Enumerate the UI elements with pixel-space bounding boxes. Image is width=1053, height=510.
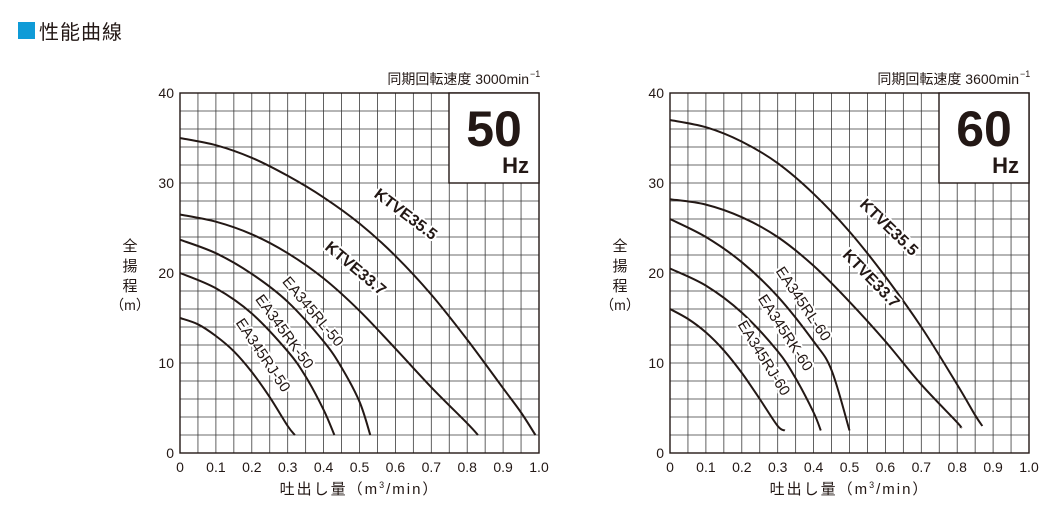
x-tick-label: 1.0: [1019, 459, 1039, 475]
speed-label: 同期回転速度 3600min: [877, 71, 1019, 87]
series-label: KTVE35.5: [371, 186, 440, 244]
x-tick-label: 0: [176, 459, 184, 475]
x-tick-label: 0.4: [314, 459, 334, 475]
series-label: KTVE33.7: [321, 239, 389, 300]
y-axis-label-char: 揚: [122, 258, 137, 275]
x-axis-label: 吐出し量（m3/min）: [280, 480, 440, 498]
speed-exponent: −1: [530, 69, 540, 79]
frequency-value: 60: [956, 101, 1012, 157]
x-tick-label: 0.6: [386, 459, 406, 475]
frequency-unit: Hz: [992, 153, 1019, 178]
x-tick-label: 0.9: [983, 459, 1003, 475]
x-tick-label: 0.3: [768, 459, 788, 475]
series-curve-ea345rj-60: [669, 308, 786, 432]
y-tick-label: 30: [158, 175, 174, 191]
x-tick-label: 0.6: [876, 459, 896, 475]
y-axis-label-char: 全: [612, 237, 627, 255]
y-axis-label-char: 全: [122, 237, 137, 255]
x-axis-label: 吐出し量（m3/min）: [770, 480, 930, 498]
y-axis-label-unit: （m）: [110, 297, 150, 313]
x-tick-label: 0.2: [242, 459, 262, 475]
section-title-text: 性能曲線: [39, 19, 123, 44]
x-tick-label: 0.5: [840, 459, 860, 475]
frequency-box: [938, 92, 1030, 184]
y-tick-label: 0: [656, 445, 664, 461]
chart-grid: [670, 93, 1029, 453]
x-tick-label: 0: [666, 459, 674, 475]
series-curve-ktve33-7: [669, 198, 963, 429]
speed-label: 同期回転速度 3000min: [387, 71, 529, 87]
x-tick-label: 0.3: [278, 459, 298, 475]
plot-frame: [669, 92, 1030, 454]
frequency-box: [448, 92, 540, 184]
y-tick-label: 40: [158, 85, 174, 101]
series-curve-ktve35-5: [669, 119, 984, 427]
series-curve-ea345rk-50: [179, 272, 336, 436]
speed-exponent: −1: [1020, 69, 1030, 79]
y-axis-label-char: 程: [122, 278, 137, 295]
section-title: 性能曲線: [18, 18, 123, 44]
series-curve-ktve33-7: [179, 213, 479, 436]
series-curve-ea345rk-60: [669, 267, 822, 431]
y-tick-label: 10: [648, 355, 664, 371]
y-axis-label-unit: （m）: [600, 297, 640, 313]
x-tick-label: 0.7: [912, 459, 932, 475]
frequency-value: 50: [466, 101, 522, 157]
x-tick-label: 0.5: [350, 459, 370, 475]
y-tick-label: 10: [158, 355, 174, 371]
y-tick-label: 40: [648, 85, 664, 101]
series-curve-ea345rj-50: [179, 317, 296, 436]
x-tick-label: 0.8: [947, 459, 967, 475]
x-tick-label: 0.1: [206, 459, 226, 475]
y-axis-label-char: 程: [612, 278, 627, 295]
series-curve-ea345rl-50: [179, 238, 372, 436]
frequency-unit: Hz: [502, 153, 529, 178]
y-tick-label: 0: [166, 445, 174, 461]
y-axis-label-char: 揚: [612, 258, 627, 275]
series-curve-ktve35-5: [179, 137, 537, 436]
x-tick-label: 0.4: [804, 459, 824, 475]
y-tick-label: 20: [158, 265, 174, 281]
title-square-icon: [18, 21, 35, 39]
x-tick-label: 0.2: [732, 459, 752, 475]
x-tick-label: 0.8: [457, 459, 477, 475]
x-tick-label: 0.1: [696, 459, 716, 475]
x-tick-label: 1.0: [529, 459, 549, 475]
y-tick-label: 30: [648, 175, 664, 191]
y-tick-label: 20: [648, 265, 664, 281]
x-tick-label: 0.7: [422, 459, 442, 475]
x-tick-label: 0.9: [493, 459, 513, 475]
series-curve-ea345rl-60: [669, 218, 851, 431]
